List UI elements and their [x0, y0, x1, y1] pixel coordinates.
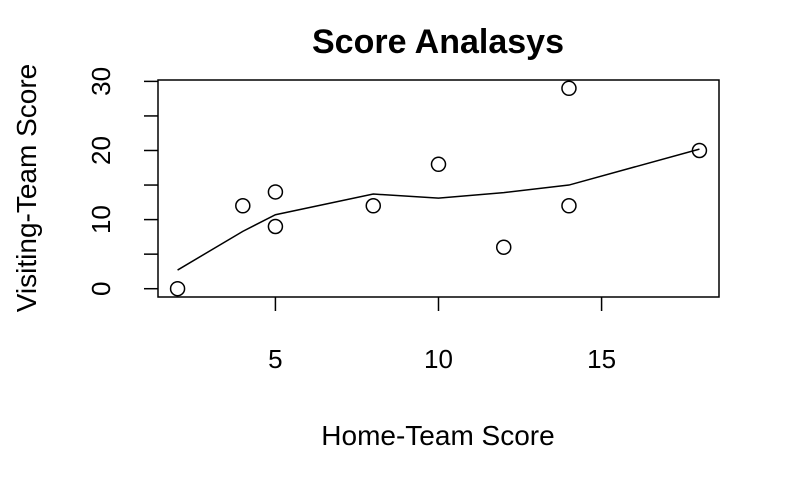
- plot-frame: [157, 79, 720, 298]
- x-tick-label: 10: [424, 344, 453, 374]
- y-axis-label: Visiting-Team Score: [11, 64, 42, 312]
- smoothed-trend-line: [177, 148, 700, 271]
- y-tick-label: 20: [86, 136, 116, 165]
- chart-title: Score Analasys: [312, 23, 564, 61]
- data-point: [430, 156, 447, 173]
- x-axis-label: Home-Team Score: [321, 420, 554, 451]
- data-point: [267, 184, 284, 200]
- data-point: [365, 198, 382, 214]
- data-point: [561, 198, 577, 214]
- data-points: [169, 80, 708, 297]
- y-axis: 0 10 20 30: [86, 67, 158, 296]
- y-tick-label: 30: [86, 67, 116, 96]
- y-tick-label: 10: [86, 205, 116, 234]
- data-point: [691, 142, 708, 159]
- y-tick-label: 0: [86, 281, 116, 295]
- x-axis: 5 10 15: [268, 297, 616, 374]
- data-point: [169, 280, 186, 297]
- data-point: [495, 239, 512, 255]
- data-point: [235, 198, 251, 214]
- x-tick-label: 15: [587, 344, 616, 374]
- x-tick-label: 5: [268, 344, 282, 374]
- data-point: [561, 80, 577, 97]
- data-point: [267, 218, 284, 235]
